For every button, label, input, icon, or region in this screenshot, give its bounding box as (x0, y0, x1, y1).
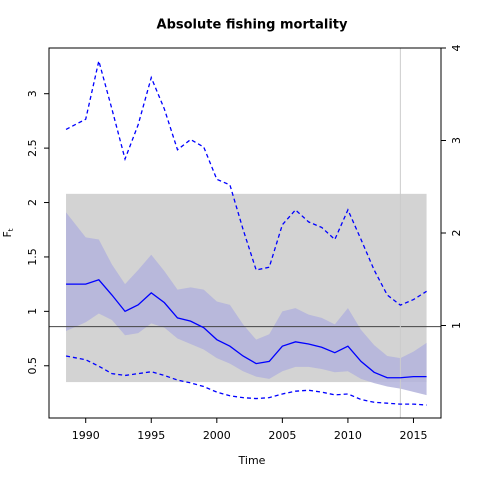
y-tick-label: 1 (26, 308, 39, 315)
x-tick-label: 2010 (334, 429, 362, 442)
x-axis-label: Time (238, 454, 266, 467)
y-tick-label: 0.5 (26, 357, 39, 375)
y2-tick-label: 2 (450, 230, 463, 237)
confidence-band (66, 212, 427, 396)
x-tick-label: 2000 (203, 429, 231, 442)
x-tick-label: 1995 (137, 429, 165, 442)
series-line (65, 355, 427, 406)
y-tick-label: 2.5 (26, 139, 39, 157)
y-tick-label: 3 (26, 90, 39, 97)
y-label-main: F (1, 231, 14, 237)
y-tick-label: 1.5 (26, 248, 39, 266)
x-tick-label: 2005 (268, 429, 296, 442)
y2-tick-label: 3 (450, 137, 463, 144)
series-line (65, 60, 427, 306)
series-line (66, 279, 427, 379)
x-tick-label: 1990 (72, 429, 100, 442)
y2-tick-label: 4 (450, 45, 463, 52)
y-axis-label: Ft (1, 228, 15, 237)
y-label-sub: t (7, 228, 15, 231)
y2-tick-label: 1 (450, 322, 463, 329)
chart-title: Absolute fishing mortality (157, 18, 348, 33)
x-tick-label: 2015 (399, 429, 427, 442)
y-tick-label: 2 (26, 199, 39, 206)
